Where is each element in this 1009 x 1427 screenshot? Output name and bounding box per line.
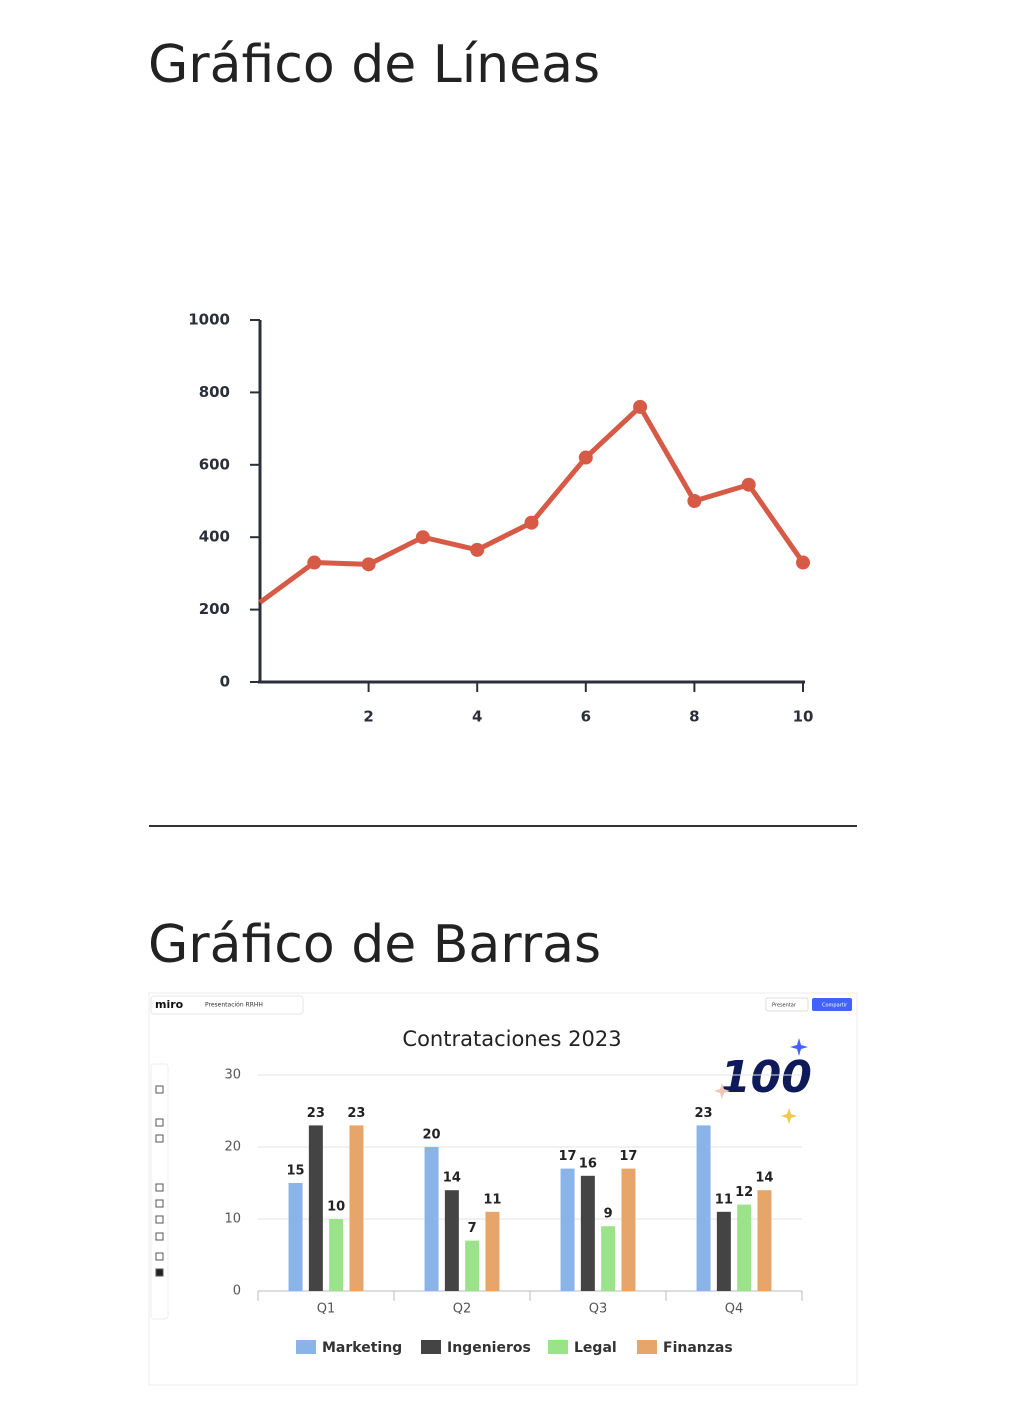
data-point: [307, 555, 322, 570]
x-tick-label: 10: [793, 708, 814, 726]
legend-swatch: [421, 1340, 441, 1354]
legend-label: Finanzas: [663, 1340, 733, 1356]
x-tick-label: 2: [363, 708, 373, 726]
bar: [696, 1125, 711, 1291]
data-point: [415, 530, 430, 545]
bar: [308, 1125, 323, 1291]
data-label: 17: [619, 1149, 637, 1164]
x-tick-label: 8: [689, 708, 699, 726]
bar: [424, 1147, 439, 1291]
data-point: [796, 555, 810, 570]
data-label: 11: [483, 1192, 501, 1207]
board-bar: [150, 995, 304, 1015]
x-tick-label: 4: [472, 708, 482, 726]
sparkle: [790, 1038, 808, 1056]
legend-swatch: [296, 1340, 316, 1354]
sparkle: [781, 1108, 797, 1124]
x-tick-label: 6: [581, 708, 591, 726]
y-tick-label: 400: [199, 528, 230, 546]
data-label: 20: [423, 1128, 441, 1143]
y-tick-label: 0: [220, 673, 230, 691]
board-name[interactable]: Presentación RRHH: [205, 1002, 263, 1009]
bar: [349, 1125, 364, 1291]
y-tick-label: 20: [224, 1140, 241, 1155]
screenshot-frame: [148, 992, 858, 1386]
section-heading: Gráfico de Barras: [148, 915, 601, 975]
y-tick-label: 200: [199, 600, 230, 618]
y-tick-label: 600: [199, 455, 230, 473]
share-label: Compartir: [822, 1003, 848, 1009]
x-tick-label: Q4: [725, 1302, 744, 1317]
bar: [329, 1219, 344, 1291]
sparkle: [714, 1083, 730, 1099]
share-button[interactable]: [812, 998, 852, 1011]
data-label: 11: [715, 1192, 733, 1207]
bar: [580, 1175, 595, 1291]
data-label: 12: [735, 1185, 753, 1200]
y-tick-label: 0: [233, 1284, 241, 1299]
legend-label: Ingenieros: [447, 1340, 531, 1356]
bar: [601, 1226, 616, 1291]
legend-label: Marketing: [322, 1340, 402, 1356]
data-line: [258, 404, 806, 605]
y-tick-label: 1000: [188, 311, 230, 329]
data-label: 23: [307, 1106, 325, 1121]
x-tick-label: Q2: [453, 1302, 472, 1317]
app-logo: miro: [155, 998, 184, 1011]
data-point: [361, 557, 376, 572]
legend-swatch: [548, 1340, 568, 1354]
data-point: [470, 542, 485, 557]
y-tick-label: 800: [199, 383, 230, 401]
data-label: 7: [468, 1221, 477, 1236]
bar: [621, 1168, 636, 1291]
data-label: 23: [695, 1106, 713, 1121]
data-point: [687, 494, 702, 508]
bar: [485, 1211, 500, 1291]
data-point: [633, 399, 648, 414]
y-tick-label: 10: [224, 1212, 241, 1227]
data-point: [524, 515, 539, 530]
data-point: [578, 450, 593, 465]
bar: [757, 1190, 772, 1291]
data-label: 23: [347, 1106, 365, 1121]
bar: [288, 1183, 303, 1291]
data-point: [741, 477, 756, 492]
legend-swatch: [637, 1340, 657, 1354]
bar: [737, 1204, 752, 1291]
data-label: 9: [604, 1207, 613, 1222]
present-button[interactable]: [765, 997, 809, 1012]
data-label: 17: [559, 1149, 577, 1164]
data-label: 14: [755, 1171, 773, 1186]
bar: [560, 1168, 575, 1291]
x-tick-label: Q1: [317, 1302, 336, 1317]
legend-label: Legal: [574, 1340, 617, 1356]
tool-icons: [155, 1085, 164, 1277]
present-label: Presentar: [772, 1003, 797, 1009]
data-label: 10: [327, 1200, 345, 1215]
bar: [716, 1211, 731, 1291]
x-tick-label: Q3: [589, 1302, 608, 1317]
bar: [444, 1190, 459, 1291]
sticker: 100: [720, 1052, 812, 1103]
bar: [465, 1240, 480, 1291]
data-label: 15: [287, 1164, 305, 1179]
data-label: 16: [579, 1156, 597, 1171]
y-tick-label: 30: [224, 1068, 241, 1083]
chart-title: Contrataciones 2023: [402, 1027, 621, 1051]
data-label: 14: [443, 1171, 461, 1186]
section-heading: Gráfico de Líneas: [148, 35, 600, 95]
